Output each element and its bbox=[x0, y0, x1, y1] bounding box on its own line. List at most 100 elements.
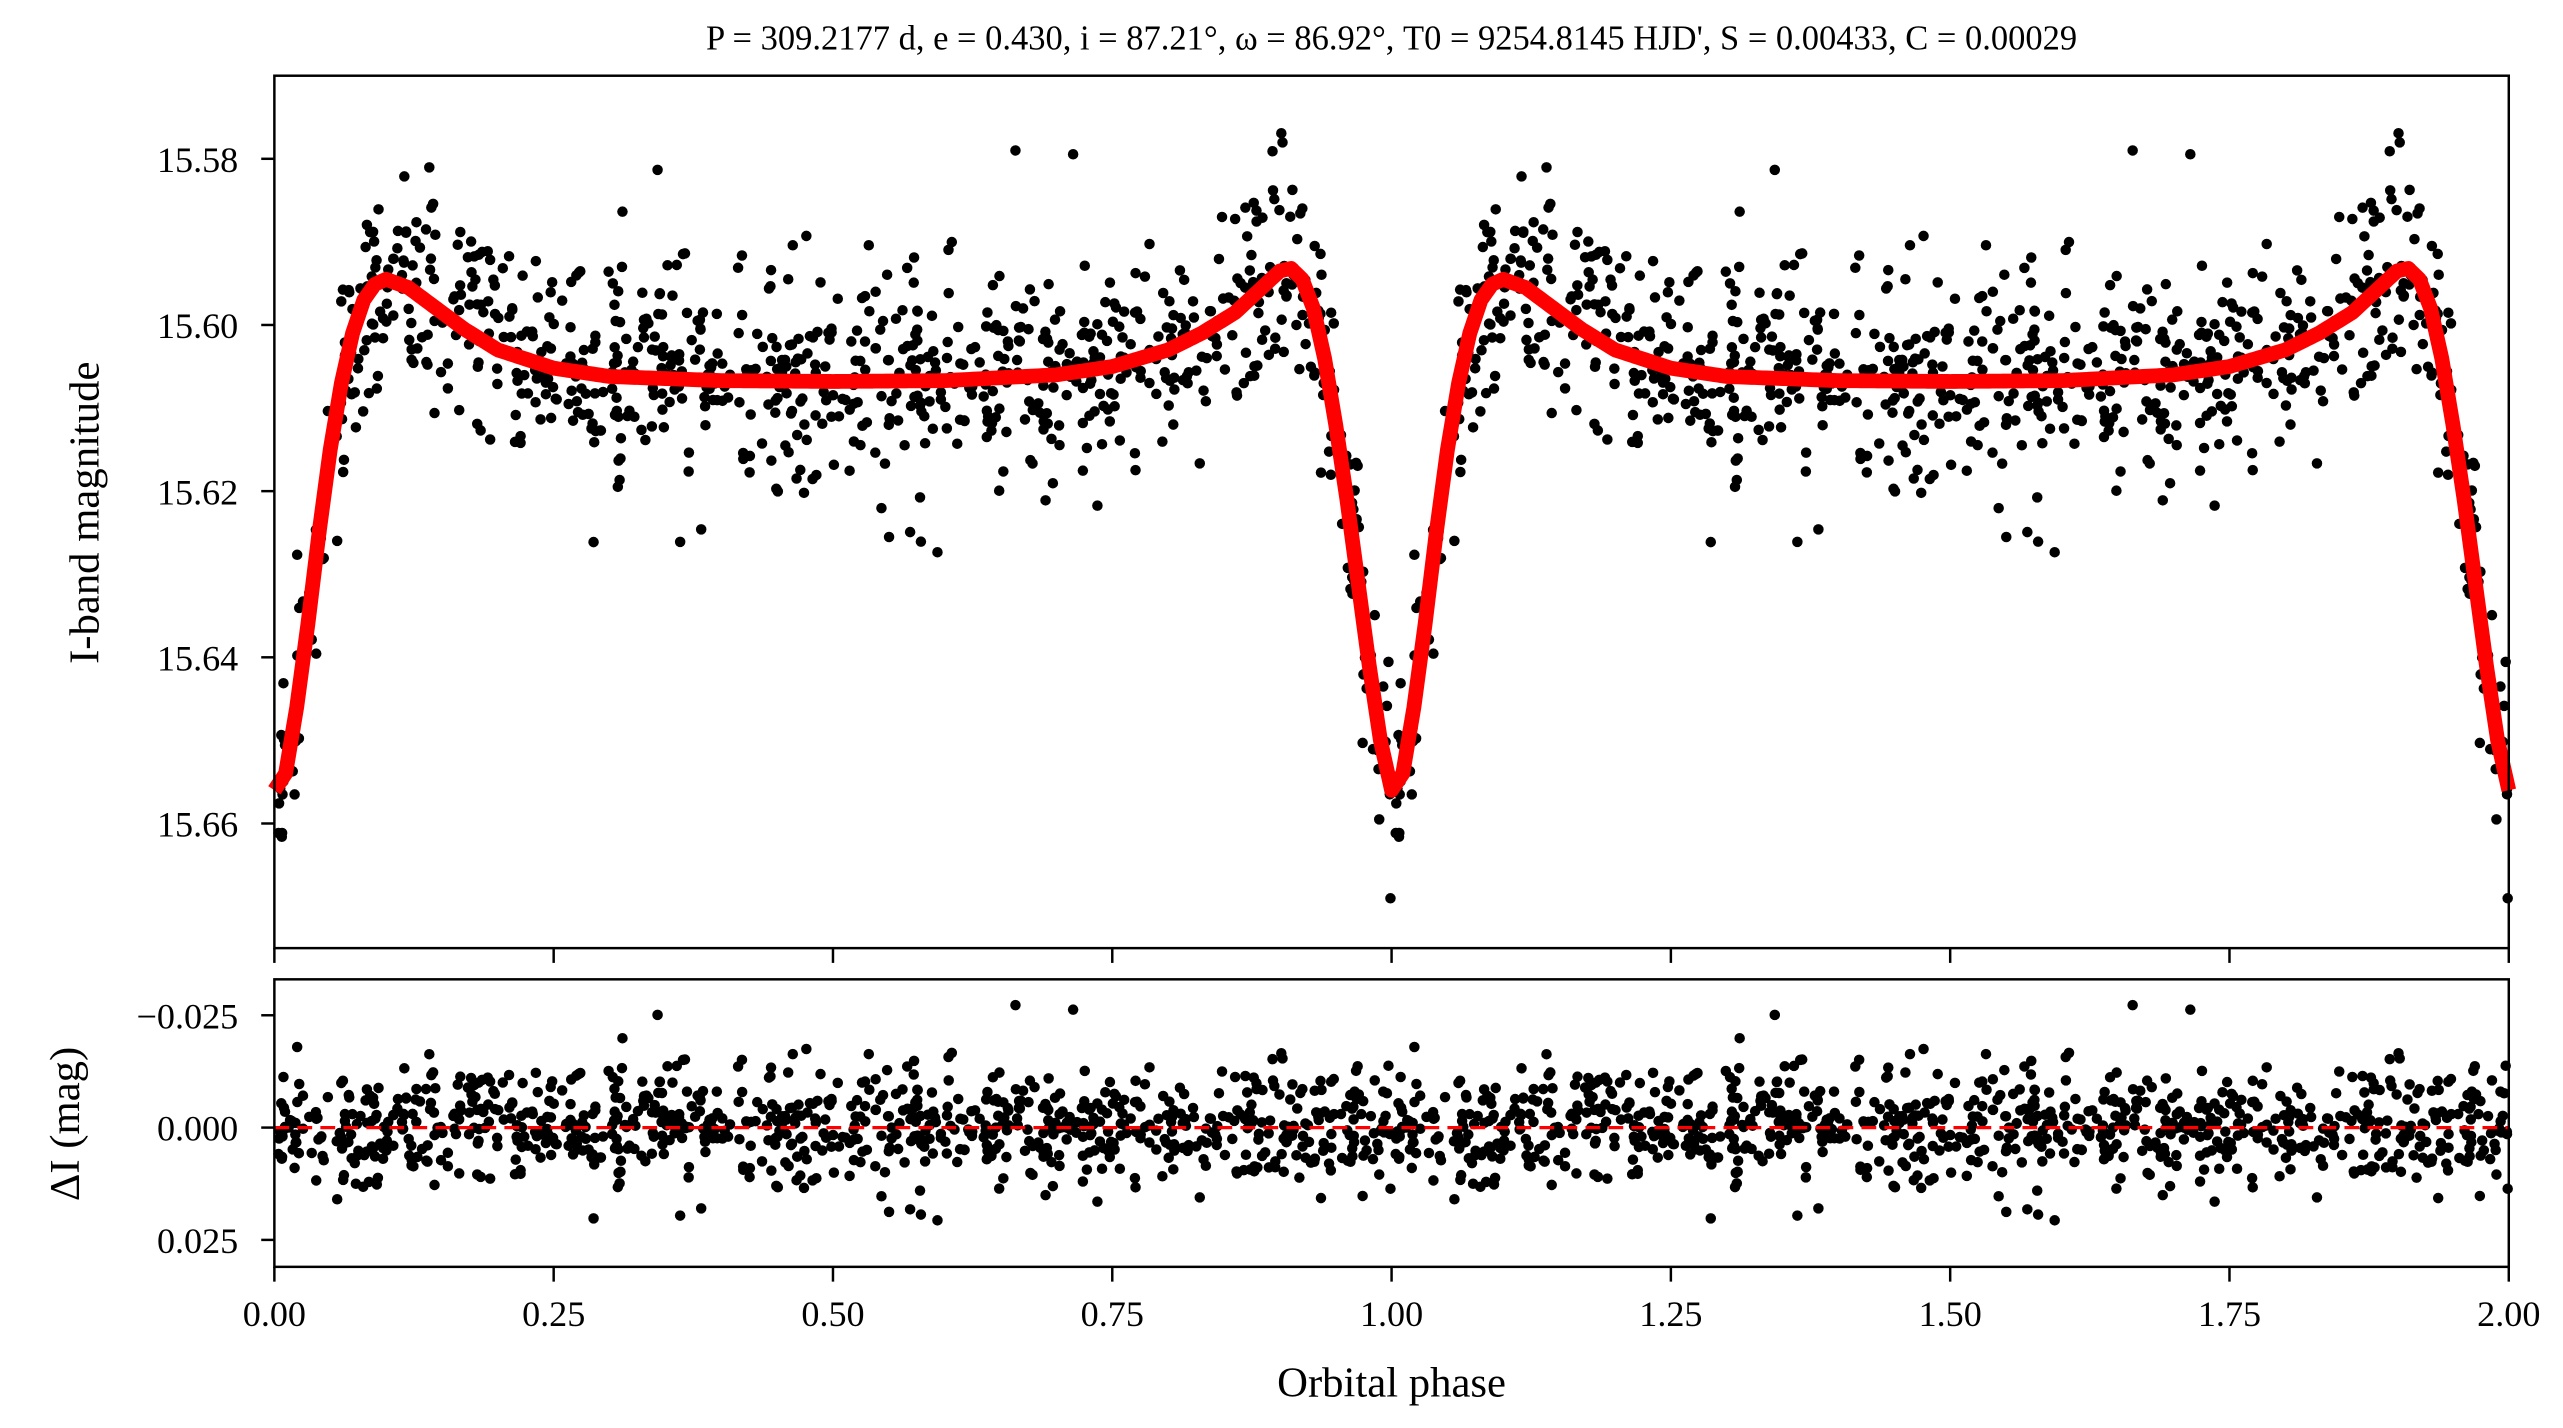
residual-point bbox=[942, 1101, 953, 1113]
data-point bbox=[1205, 305, 1217, 317]
data-point bbox=[1738, 333, 1749, 345]
data-point bbox=[700, 419, 711, 431]
data-point bbox=[1168, 372, 1180, 384]
data-point bbox=[1689, 406, 1701, 418]
residual-point bbox=[510, 1154, 521, 1165]
residual-point bbox=[482, 1072, 494, 1083]
residual-point bbox=[1047, 1180, 1059, 1192]
data-point bbox=[442, 358, 454, 369]
residual-point bbox=[542, 1111, 553, 1123]
data-point bbox=[1668, 394, 1680, 405]
data-point bbox=[915, 536, 927, 547]
data-point bbox=[2091, 357, 2103, 368]
residual-point bbox=[2142, 1167, 2153, 1179]
y-tick-label: −0.025 bbox=[137, 996, 239, 1036]
data-point bbox=[1680, 398, 1692, 410]
residual-point bbox=[1663, 1149, 1674, 1161]
residual-point bbox=[2365, 1072, 2377, 1083]
residual-point bbox=[278, 1071, 289, 1083]
data-point bbox=[1993, 390, 2004, 402]
data-point bbox=[915, 353, 926, 365]
data-point bbox=[987, 385, 999, 397]
residual-y-axis-label: ΔI (mag) bbox=[42, 1047, 89, 1201]
data-point bbox=[1232, 273, 1243, 284]
residual-point bbox=[1478, 1084, 1490, 1095]
residual-point bbox=[1644, 1108, 1656, 1120]
data-point bbox=[1486, 236, 1497, 247]
residual-point bbox=[1652, 1152, 1664, 1163]
data-point bbox=[2014, 305, 2025, 316]
data-point bbox=[2063, 236, 2075, 248]
data-point bbox=[2318, 352, 2330, 364]
data-point bbox=[2256, 271, 2268, 282]
data-point bbox=[1571, 404, 1582, 416]
data-point bbox=[1449, 535, 1460, 547]
residual-point bbox=[2037, 1156, 2048, 1167]
residual-point bbox=[652, 1009, 663, 1021]
residual-point bbox=[2359, 1087, 2370, 1098]
data-point bbox=[1460, 284, 1472, 296]
data-point bbox=[1935, 386, 1947, 398]
data-point bbox=[1753, 424, 1764, 436]
data-point bbox=[732, 262, 744, 274]
data-point bbox=[1180, 320, 1192, 331]
residual-point bbox=[1779, 1061, 1790, 1072]
data-point bbox=[2417, 338, 2429, 350]
data-point bbox=[361, 219, 373, 231]
residual-point bbox=[1472, 1110, 1483, 1122]
residual-point bbox=[1096, 1163, 1108, 1175]
residual-point bbox=[469, 1079, 480, 1091]
data-point bbox=[906, 355, 918, 366]
data-point bbox=[1599, 246, 1611, 257]
data-point bbox=[1850, 262, 1861, 274]
residual-point bbox=[1729, 1181, 1741, 1193]
residual-point bbox=[744, 1162, 756, 1174]
data-point bbox=[491, 363, 503, 374]
residual-point bbox=[1101, 1108, 1113, 1119]
data-point bbox=[484, 434, 496, 445]
data-point bbox=[1509, 243, 1520, 254]
data-point bbox=[1492, 306, 1503, 317]
data-point bbox=[363, 387, 375, 399]
data-point bbox=[2155, 424, 2166, 435]
data-point bbox=[2336, 364, 2348, 375]
residual-point bbox=[879, 1166, 891, 1178]
residual-point bbox=[2016, 1157, 2028, 1168]
data-point bbox=[982, 307, 993, 318]
residual-point bbox=[1395, 1071, 1406, 1083]
residual-point bbox=[1924, 1098, 1936, 1110]
data-point bbox=[638, 322, 649, 334]
data-point bbox=[1455, 454, 1467, 466]
residual-point bbox=[2336, 1149, 2348, 1161]
data-point bbox=[1730, 411, 1741, 423]
residual-point bbox=[941, 1110, 953, 1121]
residual-point bbox=[870, 1160, 881, 1172]
residual-point bbox=[926, 1087, 938, 1098]
data-point bbox=[901, 262, 913, 274]
data-point bbox=[799, 419, 810, 430]
data-point bbox=[2236, 306, 2247, 317]
residual-point bbox=[424, 1048, 435, 1060]
residual-point bbox=[2111, 1183, 2122, 1194]
data-point bbox=[1621, 251, 1632, 262]
residual-point bbox=[1516, 1063, 1527, 1074]
residual-point bbox=[2163, 1156, 2174, 1168]
data-point bbox=[2374, 334, 2385, 346]
residual-point bbox=[2242, 1113, 2254, 1124]
residual-point bbox=[575, 1067, 586, 1079]
residual-point bbox=[1313, 1114, 1324, 1126]
residual-point bbox=[1682, 1098, 1693, 1110]
data-point bbox=[2393, 314, 2405, 325]
residual-point bbox=[1256, 1117, 1268, 1128]
residual-point bbox=[2104, 1072, 2116, 1083]
residual-point bbox=[1430, 1134, 1441, 1145]
data-point bbox=[951, 438, 963, 449]
data-point bbox=[1144, 377, 1155, 389]
residual-point bbox=[2236, 1094, 2247, 1106]
residual-point bbox=[2001, 1206, 2012, 1218]
data-point bbox=[1909, 353, 1921, 364]
data-point bbox=[745, 364, 757, 376]
data-point bbox=[957, 359, 969, 370]
data-point bbox=[484, 254, 496, 266]
